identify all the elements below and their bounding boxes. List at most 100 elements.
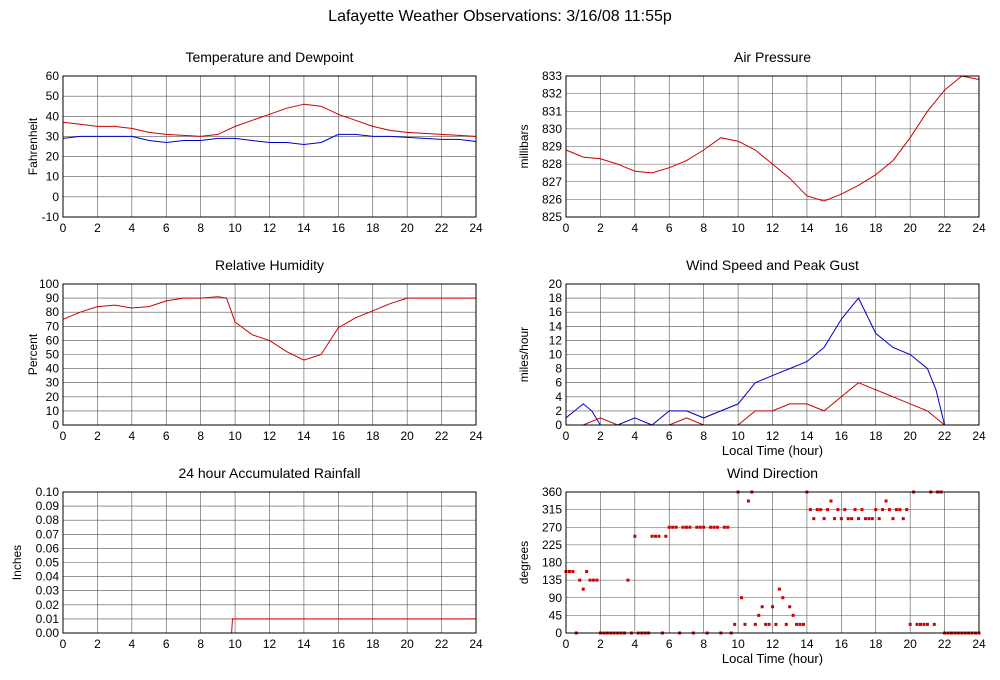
y-tick-label: 0 [52, 418, 59, 432]
data-point [712, 525, 716, 529]
x-tick-label: 24 [469, 221, 483, 235]
plot-frame [62, 491, 477, 634]
y-axis-label: Inches [10, 545, 24, 580]
data-point [908, 622, 912, 626]
y-tick-label: 50 [46, 89, 60, 103]
data-point [657, 534, 661, 538]
y-tick-label: 14 [549, 319, 563, 333]
data-point [746, 499, 750, 503]
x-tick-label: 18 [366, 637, 380, 651]
x-tick-label: 22 [435, 429, 449, 443]
data-point [626, 578, 630, 582]
x-tick-label: 2 [94, 429, 101, 443]
data-point [918, 622, 922, 626]
y-tick-label: 830 [542, 122, 562, 136]
y-tick-label: 60 [46, 69, 60, 83]
data-point [870, 517, 874, 521]
data-point [915, 622, 919, 626]
data-point [726, 525, 730, 529]
y-tick-label: 180 [542, 556, 562, 570]
data-point [846, 517, 850, 521]
data-point [588, 578, 592, 582]
y-axis-label: Fahrenheit [26, 117, 40, 175]
x-tick-label: 24 [972, 221, 986, 235]
x-tick-label: 16 [332, 429, 346, 443]
data-point [757, 613, 761, 617]
x-tick-label: 18 [869, 221, 883, 235]
data-point [702, 525, 706, 529]
x-tick-label: 18 [366, 429, 380, 443]
x-tick-label: 18 [869, 637, 883, 651]
y-tick-label: 40 [46, 109, 60, 123]
data-point [698, 525, 702, 529]
x-tick-label: 2 [94, 221, 101, 235]
y-tick-label: 45 [549, 608, 563, 622]
chart-title: Temperature and Dewpoint [185, 49, 353, 65]
x-tick-label: 4 [631, 429, 638, 443]
x-tick-label: 16 [835, 429, 849, 443]
x-tick-label: 2 [597, 221, 604, 235]
plot-frame [62, 75, 477, 218]
y-tick-label: 360 [542, 485, 562, 499]
y-axis-label: Percent [26, 333, 40, 375]
data-point [664, 534, 668, 538]
y-tick-label: 270 [542, 520, 562, 534]
data-point [671, 525, 675, 529]
x-tick-label: 12 [263, 429, 277, 443]
data-point [781, 596, 785, 600]
data-point [853, 508, 857, 512]
data-point [877, 517, 881, 521]
x-tick-label: 2 [94, 637, 101, 651]
data-point [922, 622, 926, 626]
data-point [695, 525, 699, 529]
series-line [565, 75, 980, 202]
data-point [667, 525, 671, 529]
x-tick-label: 8 [700, 429, 707, 443]
x-tick-label: 20 [903, 221, 917, 235]
y-axis-label: miles/hour [517, 327, 531, 382]
data-point [829, 499, 833, 503]
x-tick-label: 12 [766, 221, 780, 235]
data-point [843, 508, 847, 512]
y-tick-label: 832 [542, 87, 562, 101]
x-tick-label: 0 [563, 221, 570, 235]
data-point [674, 525, 678, 529]
x-tick-label: 24 [972, 637, 986, 651]
x-tick-label: 12 [263, 221, 277, 235]
data-point [578, 578, 582, 582]
data-point [774, 622, 778, 626]
y-tick-label: 20 [46, 390, 60, 404]
data-point [891, 517, 895, 521]
x-tick-label: 0 [60, 429, 67, 443]
data-point [771, 605, 774, 609]
data-point [901, 517, 905, 521]
y-tick-label: 0.07 [36, 527, 60, 541]
y-tick-label: 0.02 [36, 598, 60, 612]
x-tick-label: 10 [731, 429, 745, 443]
y-tick-label: 0.04 [36, 570, 60, 584]
data-point [819, 508, 823, 512]
y-tick-label: 0.05 [36, 556, 60, 570]
data-point [733, 622, 737, 626]
x-tick-label: 14 [297, 221, 311, 235]
y-tick-label: 20 [46, 150, 60, 164]
plot-frame [565, 75, 980, 218]
x-tick-label: 16 [835, 637, 849, 651]
data-point [884, 499, 888, 503]
data-point [653, 534, 657, 538]
x-tick-label: 8 [700, 221, 707, 235]
data-point [688, 525, 692, 529]
y-tick-label: 0 [555, 626, 562, 640]
data-point [801, 622, 805, 626]
data-point [808, 508, 812, 512]
x-tick-label: 2 [597, 637, 604, 651]
y-tick-label: 0.00 [36, 626, 60, 640]
data-point [684, 525, 688, 529]
y-tick-label: -10 [42, 210, 60, 224]
chart-title: Air Pressure [734, 49, 811, 65]
y-tick-label: 826 [542, 192, 562, 206]
